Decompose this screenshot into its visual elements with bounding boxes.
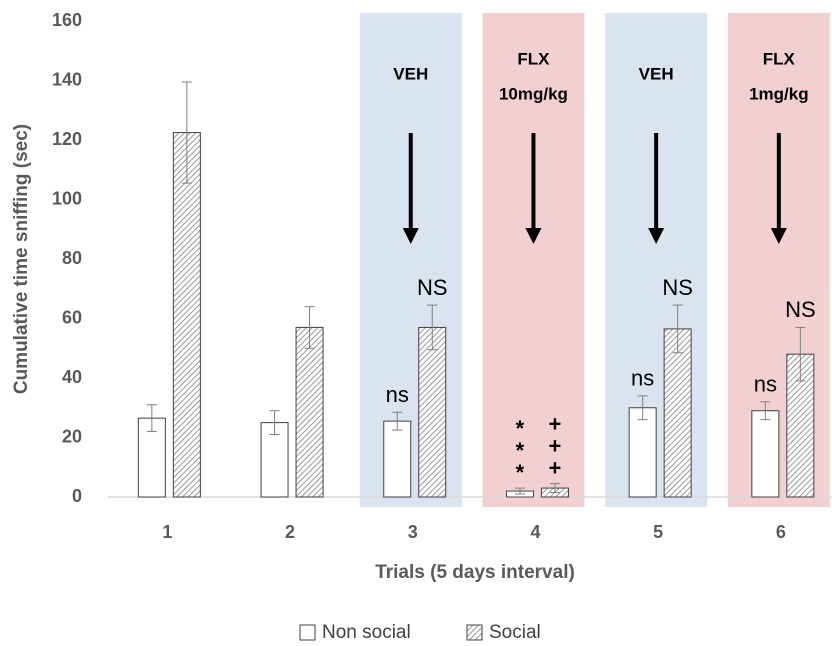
- error-bar: [760, 401, 771, 421]
- legend-swatch: [299, 624, 316, 641]
- y-tick-label: 120: [52, 129, 82, 149]
- bar: [628, 407, 657, 498]
- y-axis-title: Cumulative time sniffing (sec): [11, 124, 32, 394]
- x-tick-label: 4: [530, 522, 540, 542]
- x-tick-label: 2: [285, 522, 295, 542]
- error-bar: [392, 411, 403, 431]
- significance-label: ns: [386, 382, 409, 407]
- error-bar: [549, 483, 560, 494]
- bar: [383, 420, 412, 498]
- error-bar: [181, 81, 192, 184]
- significance-label: NS: [417, 275, 448, 300]
- significance-label: ns: [754, 372, 777, 397]
- treatment-label: VEH: [393, 64, 428, 83]
- bar: [418, 326, 447, 498]
- error-bar: [304, 306, 315, 349]
- x-axis-title: Trials (5 days interval): [375, 562, 575, 583]
- treatment-band: [482, 13, 585, 507]
- y-tick-label: 160: [52, 10, 82, 30]
- significance-label: + + +: [549, 411, 562, 480]
- error-bar: [637, 395, 648, 421]
- error-bar: [795, 326, 806, 382]
- significance-label: NS: [785, 297, 816, 322]
- y-tick-label: 20: [62, 426, 82, 446]
- backgrounds: [359, 13, 830, 507]
- treatment-label: VEH: [639, 64, 674, 83]
- error-bar: [514, 487, 525, 495]
- x-tick-label: 3: [408, 522, 418, 542]
- error-bar: [427, 304, 438, 351]
- legend-swatch: [466, 624, 483, 641]
- treatment-label: FLX: [763, 49, 796, 68]
- error-bar: [269, 410, 280, 436]
- x-tick-label: 1: [162, 522, 172, 542]
- treatment-label: 10mg/kg: [499, 84, 568, 103]
- y-tick-label: 140: [52, 69, 82, 89]
- significance-label: ns: [631, 366, 654, 391]
- significance-label: NS: [662, 275, 693, 300]
- y-tick-label: 100: [52, 188, 82, 208]
- treatment-label: FLX: [517, 49, 550, 68]
- legend-label: Social: [489, 622, 541, 643]
- y-tick-label: 60: [62, 307, 82, 327]
- x-tick-label: 5: [653, 522, 663, 542]
- bar: [295, 326, 324, 498]
- legend-label: Non social: [322, 622, 411, 643]
- error-bar: [672, 304, 683, 354]
- y-tick-label: 40: [62, 367, 82, 387]
- y-tick-label: 0: [72, 486, 82, 506]
- x-tick-label: 6: [776, 522, 786, 542]
- treatment-label: 1mg/kg: [749, 84, 809, 103]
- bar: [172, 132, 201, 498]
- error-bar: [146, 404, 157, 433]
- bar: [751, 410, 780, 498]
- y-tick-label: 80: [62, 248, 82, 268]
- significance-label: * * *: [516, 416, 525, 485]
- bar: [663, 328, 692, 498]
